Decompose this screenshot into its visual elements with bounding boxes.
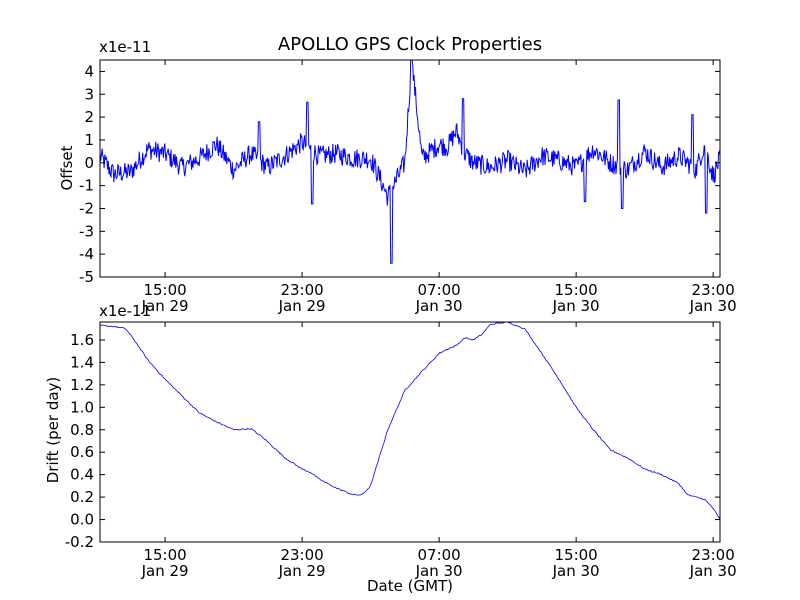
offset-x-tick-time: 15:00 bbox=[555, 281, 598, 299]
drift-y-tick-label: 0.8 bbox=[70, 421, 94, 439]
drift-multiplier-label: x1e-11 bbox=[99, 302, 151, 320]
offset-y-tick-label: -1 bbox=[79, 177, 94, 195]
drift-y-tick-label: -0.2 bbox=[65, 533, 94, 551]
offset-x-tick-date: Jan 30 bbox=[689, 297, 737, 315]
offset-x-tick-date: Jan 30 bbox=[552, 297, 600, 315]
drift-x-tick-date: Jan 30 bbox=[689, 562, 737, 580]
drift-x-tick-time: 15:00 bbox=[143, 546, 186, 564]
offset-series-group bbox=[99, 59, 721, 264]
drift-y-tick-label: 0.4 bbox=[70, 466, 94, 484]
offset-y-tick-label: 4 bbox=[84, 62, 94, 80]
drift-y-ticks: -0.2 0.0 0.2 0.4 0.6 0.8 1.0 1.2 1.4 1.6 bbox=[65, 331, 720, 551]
offset-y-tick-label: -3 bbox=[79, 222, 94, 240]
offset-multiplier-label: x1e-11 bbox=[99, 38, 151, 56]
offset-y-tick-label: 1 bbox=[84, 131, 94, 149]
offset-y-tick-label: 0 bbox=[84, 154, 94, 172]
drift-panel: x1e-11 -0.2 0.0 0.2 0.4 0.6 0.8 1.0 1.2 1.4 1.6 1… bbox=[44, 302, 737, 595]
drift-y-tick-label: 1.6 bbox=[70, 331, 94, 349]
offset-x-tick-time: 07:00 bbox=[417, 281, 460, 299]
drift-y-tick-label: 0.2 bbox=[70, 488, 94, 506]
drift-series-group bbox=[99, 321, 721, 520]
drift-plot-frame bbox=[99, 321, 721, 543]
drift-y-axis-label: Drift (per day) bbox=[44, 377, 62, 484]
offset-plot-frame bbox=[99, 59, 721, 278]
offset-x-tick-date: Jan 29 bbox=[278, 297, 326, 315]
drift-x-tick-time: 15:00 bbox=[555, 546, 598, 564]
offset-y-tick-label: 2 bbox=[84, 108, 94, 126]
offset-y-tick-label: -2 bbox=[79, 199, 94, 217]
offset-y-ticks: -5 -4 -3 -2 -1 0 1 2 3 4 bbox=[79, 62, 720, 286]
offset-y-tick-label: -4 bbox=[79, 245, 94, 263]
offset-y-tick-label: 3 bbox=[84, 85, 94, 103]
drift-x-tick-date: Jan 30 bbox=[415, 562, 463, 580]
drift-x-tick-date: Jan 29 bbox=[141, 562, 189, 580]
drift-x-tick-time: 23:00 bbox=[280, 546, 323, 564]
drift-x-tick-time: 07:00 bbox=[417, 546, 460, 564]
drift-y-tick-label: 1.2 bbox=[70, 376, 94, 394]
offset-x-tick-date: Jan 29 bbox=[141, 297, 189, 315]
offset-y-axis-label: Offset bbox=[58, 145, 76, 190]
drift-x-tick-date: Jan 29 bbox=[278, 562, 326, 580]
offset-x-tick-time: 23:00 bbox=[280, 281, 323, 299]
drift-y-tick-label: 1.0 bbox=[70, 398, 94, 416]
drift-x-axis-label: Date (GMT) bbox=[367, 577, 453, 595]
drift-y-tick-label: 0.6 bbox=[70, 443, 94, 461]
offset-y-tick-label: -5 bbox=[79, 268, 94, 286]
offset-x-tick-date: Jan 30 bbox=[415, 297, 463, 315]
drift-series-line bbox=[99, 321, 721, 520]
drift-y-tick-label: 1.4 bbox=[70, 353, 94, 371]
offset-x-tick-time: 23:00 bbox=[692, 281, 735, 299]
drift-x-tick-date: Jan 30 bbox=[552, 562, 600, 580]
offset-x-tick-time: 15:00 bbox=[143, 281, 186, 299]
drift-y-tick-label: 0.0 bbox=[70, 511, 94, 529]
offset-series-line bbox=[99, 59, 721, 264]
drift-x-tick-time: 23:00 bbox=[692, 546, 735, 564]
chart-title: APOLLO GPS Clock Properties bbox=[278, 34, 542, 55]
